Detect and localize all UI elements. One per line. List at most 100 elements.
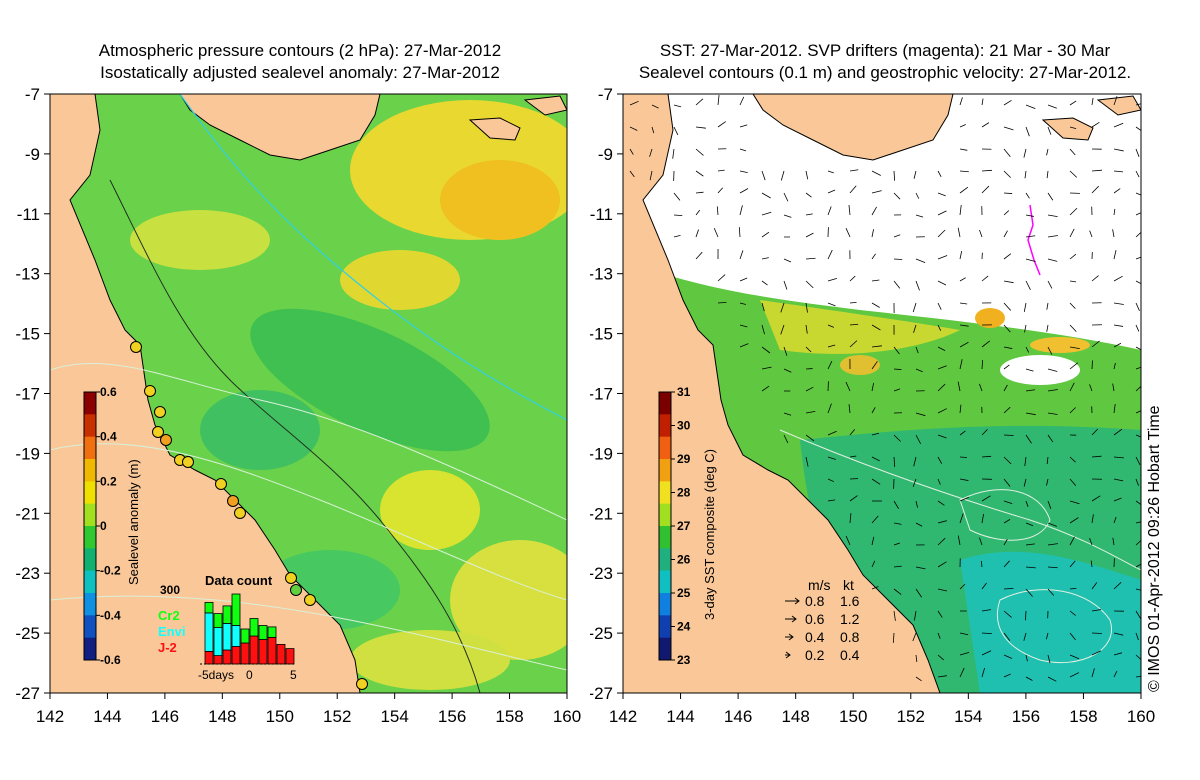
velocity-arrow	[893, 368, 902, 370]
velocity-arrow	[629, 126, 638, 131]
velocity-arrow	[783, 412, 792, 416]
velocity-arrow	[1003, 538, 1008, 546]
velocity-arrow	[893, 500, 899, 509]
velocity-arrow	[845, 381, 851, 392]
velocity-arrow	[1003, 560, 1010, 568]
velocity-arrow	[957, 535, 961, 546]
data-count-max: 300	[160, 583, 180, 597]
velocity-arrow	[761, 211, 772, 216]
velocity-arrow	[761, 231, 770, 238]
x-tick-label: 146	[151, 707, 179, 726]
velocity-arrow	[871, 206, 877, 216]
velocity-arrow	[739, 170, 748, 173]
velocity-arrow	[1003, 587, 1014, 590]
velocity-arrow	[805, 232, 814, 238]
velocity-arrow	[1024, 324, 1027, 333]
velocity-arrow	[1069, 610, 1076, 616]
velocity-arrow	[1091, 185, 1099, 194]
velocity-arrow	[1025, 610, 1027, 621]
velocity-arrow	[1113, 122, 1124, 128]
velocity-arrow	[1025, 434, 1032, 444]
velocity-arrow	[1003, 456, 1012, 465]
velocity-arrow	[1113, 148, 1124, 152]
tide-gauge-markers	[130, 341, 368, 690]
velocity-arrow	[959, 97, 963, 106]
colorbar-tick-label: 24	[677, 620, 691, 634]
velocity-arrow	[1069, 170, 1078, 178]
data-count-bar	[276, 644, 286, 665]
data-count-bar	[267, 626, 277, 638]
velocity-arrow	[959, 250, 963, 260]
velocity-arrow	[1046, 302, 1049, 310]
velocity-arrow	[1089, 538, 1093, 546]
velocity-arrow	[1135, 192, 1141, 196]
velocity-arrow	[1003, 192, 1013, 194]
velocity-arrow	[937, 383, 946, 392]
velocity-arrow	[959, 478, 969, 481]
velocity-arrow	[1003, 406, 1011, 414]
velocity-legend-arrowhead	[791, 615, 797, 623]
data-count-bar	[285, 648, 295, 665]
velocity-arrow	[695, 98, 704, 106]
data-count-bar	[258, 625, 268, 640]
data-count-bar	[213, 613, 223, 628]
velocity-arrow	[827, 249, 833, 260]
velocity-arrow	[937, 170, 942, 177]
velocity-arrow	[849, 301, 857, 304]
velocity-legend-ms: 0.8	[805, 593, 825, 609]
velocity-arrow	[1047, 368, 1058, 372]
velocity-arrow	[827, 344, 836, 348]
velocity-arrow	[805, 410, 816, 414]
svp-drifter-track	[1027, 204, 1041, 276]
velocity-arrow	[959, 205, 962, 216]
velocity-arrow	[1113, 324, 1124, 327]
mission-legend-j-2: J-2	[158, 640, 177, 655]
velocity-arrow	[717, 169, 725, 172]
sealevel-anomaly-map: -7-9-11-13-15-17-19-21-23-25-27 142 144 14…	[15, 85, 581, 726]
colorbar-swatch	[659, 637, 671, 661]
velocity-arrow	[849, 513, 852, 524]
velocity-arrow	[979, 537, 983, 546]
velocity-arrow	[1069, 362, 1078, 370]
velocity-arrow	[959, 277, 966, 282]
velocity-arrow	[1069, 228, 1075, 238]
x-tick-label: 146	[724, 707, 752, 726]
velocity-arrow	[871, 478, 881, 485]
colorbar-swatch	[659, 481, 671, 505]
velocity-arrow	[1135, 170, 1140, 178]
velocity-arrow	[1046, 456, 1049, 465]
y-tick-label: -19	[15, 444, 40, 463]
velocity-arrow	[805, 257, 816, 260]
velocity-arrow	[1113, 170, 1124, 173]
colorbar-swatch	[84, 503, 96, 527]
velocity-arrow	[1023, 302, 1027, 312]
velocity-arrow	[1135, 675, 1141, 678]
velocity-legend-kt-header: kt	[843, 577, 854, 593]
velocity-arrow	[739, 302, 746, 305]
velocity-arrow	[1135, 654, 1141, 660]
sst-warm-patch	[975, 308, 1005, 328]
velocity-arrow	[871, 190, 882, 194]
velocity-arrow	[1023, 478, 1027, 487]
velocity-arrow	[915, 566, 926, 570]
velocity-arrow	[937, 210, 947, 216]
data-count-bar	[249, 618, 259, 637]
cloud-gap	[1000, 355, 1080, 385]
y-tick-label: -11	[17, 205, 40, 224]
velocity-arrow	[739, 188, 749, 194]
velocity-arrow	[1069, 560, 1076, 568]
colorbar-swatch	[84, 392, 96, 415]
velocity-arrow	[937, 408, 947, 414]
velocity-arrow	[1091, 121, 1100, 128]
x-tick-label: 150	[266, 707, 294, 726]
velocity-arrow	[1113, 404, 1116, 414]
velocity-arrow	[915, 280, 920, 291]
velocity-arrow	[761, 366, 772, 370]
velocity-arrow	[1069, 654, 1080, 660]
velocity-arrow	[1091, 340, 1100, 348]
velocity-arrow	[805, 302, 808, 313]
velocity-arrow	[981, 122, 990, 128]
velocity-arrow	[673, 214, 683, 217]
velocity-arrow	[1091, 455, 1102, 458]
velocity-arrow	[1003, 346, 1013, 349]
